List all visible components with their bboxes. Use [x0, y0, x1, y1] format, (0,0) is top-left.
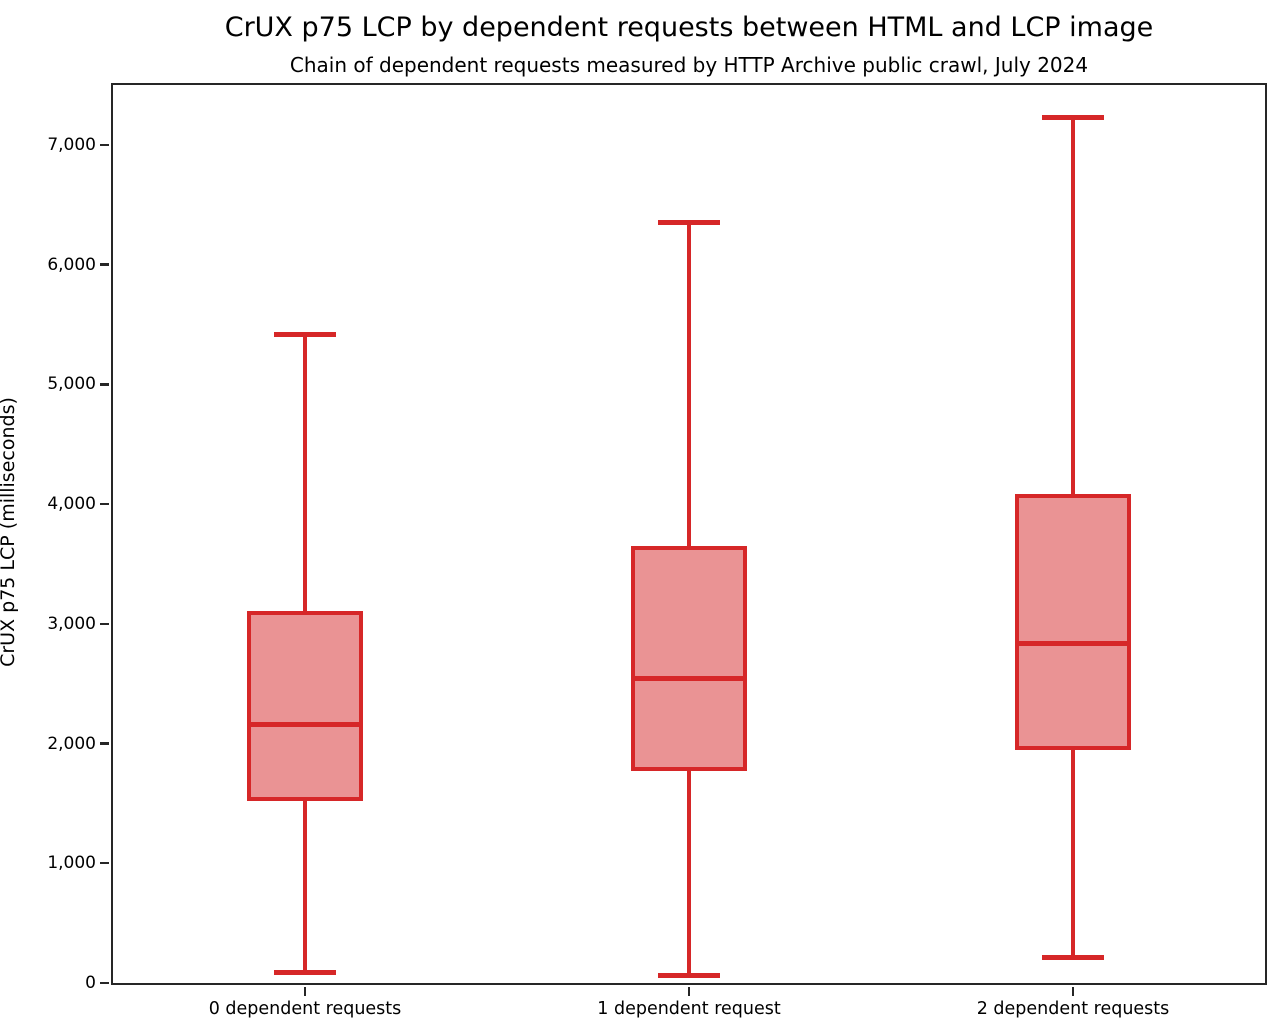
upper-whisker: [303, 334, 307, 613]
y-tick: [100, 981, 109, 985]
y-tick: [100, 622, 109, 625]
upper-whisker-cap: [658, 219, 720, 225]
upper-whisker-cap: [1042, 114, 1104, 120]
lower-whisker: [1071, 747, 1075, 958]
y-tick-label: 2,000: [47, 733, 96, 754]
upper-whisker: [1071, 117, 1075, 497]
iqr-box: [1015, 494, 1131, 750]
plot-area: CrUX p75 LCP (milliseconds) 0 1,000 2,000 3…: [0, 85, 1265, 1019]
y-tick-label: 4,000: [47, 494, 96, 515]
lower-whisker-cap: [658, 973, 720, 979]
x-tick-label: 0 dependent requests: [208, 999, 402, 1019]
y-tick-label: 7,000: [47, 134, 96, 155]
y-tick: [100, 143, 109, 147]
lower-whisker-cap: [1042, 954, 1104, 960]
y-tick: [100, 862, 109, 865]
x-tick: [687, 987, 691, 996]
y-tick-label: 0: [85, 973, 96, 993]
x-tick: [303, 987, 307, 996]
median-line: [631, 675, 747, 681]
x-tick: [1071, 987, 1075, 996]
y-tick-label: 6,000: [47, 254, 96, 275]
chart-title: CrUX p75 LCP by dependent requests betwe…: [224, 12, 1154, 43]
lower-whisker-cap: [274, 970, 336, 976]
y-tick: [100, 502, 109, 506]
chart-subtitle: Chain of dependent requests measured by …: [289, 53, 1089, 77]
y-tick-label: 1,000: [47, 853, 96, 874]
x-tick-label: 2 dependent requests: [976, 999, 1170, 1019]
median-line: [247, 721, 363, 727]
iqr-box: [631, 546, 747, 771]
y-tick: [100, 742, 109, 745]
x-tick-label: 1 dependent request: [597, 999, 781, 1019]
upper-whisker: [687, 222, 691, 549]
y-tick-label: 3,000: [47, 613, 96, 634]
lower-whisker: [687, 768, 691, 976]
lower-whisker: [303, 798, 307, 973]
y-tick: [100, 263, 109, 266]
y-tick-label: 5,000: [47, 374, 96, 395]
plot-area-border: [111, 83, 1267, 985]
iqr-box: [247, 610, 363, 801]
upper-whisker-cap: [274, 331, 336, 337]
y-tick: [100, 383, 109, 386]
median-line: [1015, 641, 1131, 647]
